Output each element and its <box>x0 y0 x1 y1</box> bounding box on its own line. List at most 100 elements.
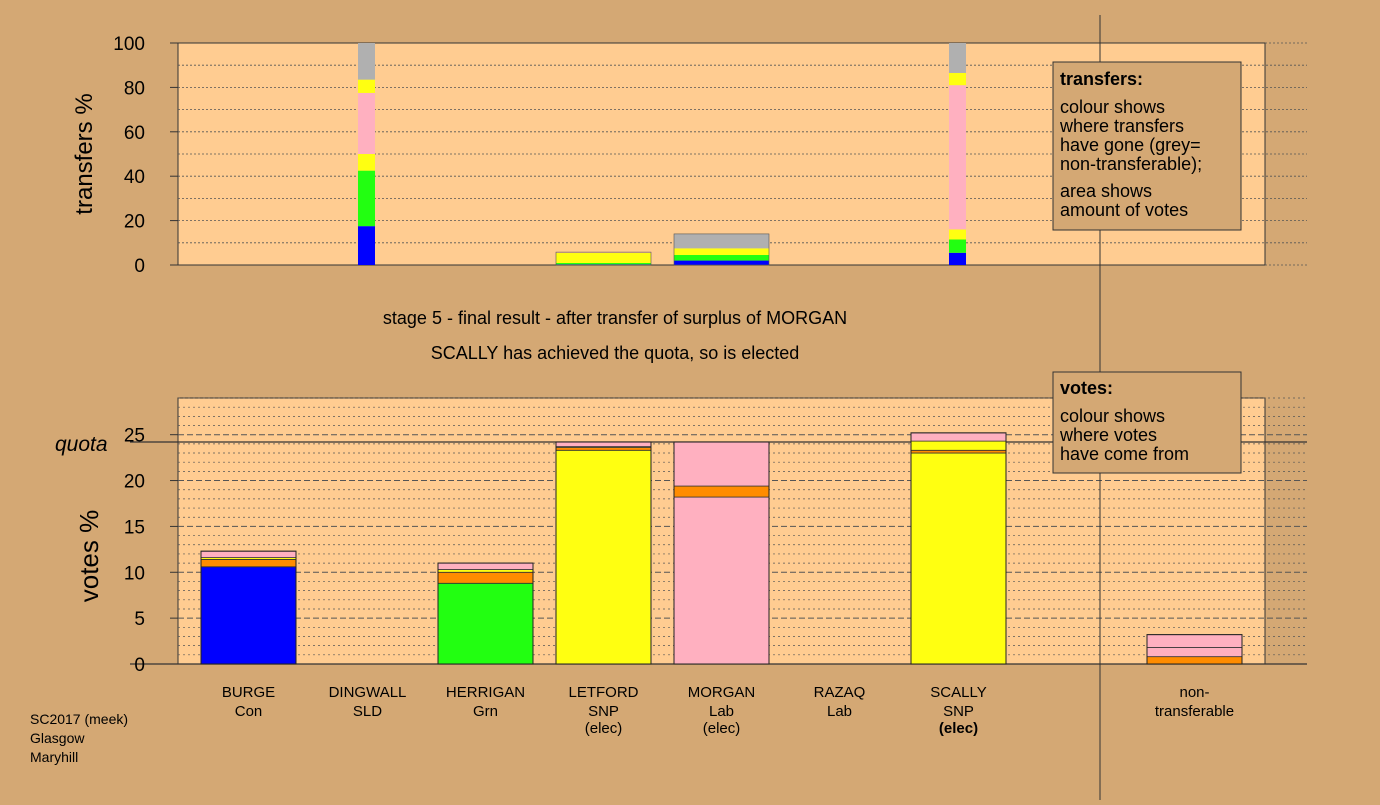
transfers-bar-segment <box>674 260 769 265</box>
transfers-tick-label: 0 <box>134 256 145 277</box>
transfers-y-axis-label: transfers % <box>71 93 98 214</box>
transfers-tick-label: 40 <box>124 167 145 188</box>
candidate-party: SNP <box>943 703 974 720</box>
candidate-party: Lab <box>709 703 734 720</box>
votes-tick-label: 10 <box>124 563 145 584</box>
transfers-legend: transfers: colour shows where transfers … <box>1052 61 1242 231</box>
transfers-legend-line: amount of votes <box>1060 200 1188 220</box>
votes-bar-segment <box>200 566 297 665</box>
candidate-name: HERRIGAN <box>446 684 525 701</box>
transfers-legend-line: non-transferable); <box>1060 154 1202 174</box>
transfers-tick-label: 20 <box>124 212 145 233</box>
votes-bar-segment <box>555 449 652 665</box>
transfers-y-ticks: 0 20 40 60 80 100 <box>113 34 178 277</box>
transfers-bar-segment <box>358 170 375 227</box>
candidate-name: DINGWALL <box>329 684 407 701</box>
candidate-name: transferable <box>1155 703 1234 720</box>
candidate-name: RAZAQ <box>814 684 866 701</box>
votes-bar-segment <box>910 449 1007 454</box>
votes-bar-outline <box>437 562 534 665</box>
votes-bar-segment <box>1146 634 1243 648</box>
transfers-tick-label: 100 <box>113 34 145 55</box>
candidate-party: Con <box>235 703 263 720</box>
votes-bar-outline <box>673 441 770 665</box>
votes-bar-outline <box>1146 634 1243 665</box>
votes-tick-label: 5 <box>134 609 145 630</box>
transfers-bar-segment <box>949 252 966 265</box>
candidate-party: Lab <box>827 703 852 720</box>
votes-bar-segment <box>910 452 1007 665</box>
transfers-bar-segment <box>556 264 651 265</box>
transfers-bar-segment <box>556 263 651 265</box>
transfers-bar-segment <box>949 85 966 230</box>
votes-bar-segment <box>1146 647 1243 658</box>
transfers-bar-segment <box>949 43 966 73</box>
votes-bar-segment <box>555 441 652 448</box>
votes-legend-line: where votes <box>1059 425 1157 445</box>
votes-bar-segment <box>437 562 534 570</box>
transfers-tick-label: 80 <box>124 78 145 99</box>
votes-tick-label: 0 <box>134 655 145 676</box>
transfers-bar-segment <box>674 233 769 249</box>
votes-bar-segment <box>437 582 534 665</box>
votes-bar-segment <box>437 571 534 584</box>
transfers-legend-line: colour shows <box>1060 97 1165 117</box>
candidate-name: SCALLY <box>930 684 986 701</box>
votes-chart: 0 5 10 15 20 25 quota votes % BURGE Con DINGWALL… <box>55 397 1307 737</box>
votes-legend: votes: colour shows where votes have com… <box>1052 371 1242 474</box>
transfers-bar-segment <box>674 255 769 261</box>
votes-bar-segment <box>910 440 1007 451</box>
votes-bar-segment <box>200 559 297 568</box>
candidate-status: (elec) <box>703 720 741 737</box>
transfers-bar-segment <box>556 252 651 253</box>
footer-line: Maryhill <box>30 749 78 765</box>
transfers-legend-line: have gone (grey= <box>1060 135 1201 155</box>
transfers-bar-outline <box>555 251 652 266</box>
votes-bar-segment <box>200 550 297 559</box>
transfers-bar-outline <box>673 233 770 266</box>
transfers-bar-segment <box>556 252 651 264</box>
votes-legend-title: votes: <box>1060 378 1113 398</box>
transfers-bar-segment <box>949 72 966 86</box>
votes-tick-label: 15 <box>124 517 145 538</box>
transfers-bars <box>358 43 966 266</box>
votes-legend-line: have come from <box>1060 444 1189 464</box>
votes-bar-outline <box>910 432 1007 665</box>
votes-legend-box <box>1052 371 1242 474</box>
quota-label: quota <box>55 433 108 456</box>
votes-bars <box>200 432 1243 665</box>
transfers-legend-line: area shows <box>1060 181 1152 201</box>
votes-bar-segment <box>910 432 1007 442</box>
transfers-bar-segment <box>358 43 375 80</box>
footer-caption: SC2017 (meek) Glasgow Maryhill <box>30 711 128 765</box>
transfers-legend-line: where transfers <box>1059 116 1184 136</box>
candidate-labels: BURGE Con DINGWALL SLD HERRIGAN Grn LETFORD SNP… <box>222 684 1234 737</box>
candidate-status: (elec) <box>585 720 623 737</box>
votes-y-ticks: 0 5 10 15 20 25 quota <box>55 426 178 676</box>
candidate-name: MORGAN <box>688 684 756 701</box>
candidate-name: LETFORD <box>568 684 638 701</box>
transfers-bar-segment <box>949 229 966 240</box>
votes-bar-outline <box>555 441 652 665</box>
votes-y-axis-label: votes % <box>74 510 104 603</box>
votes-legend-line: colour shows <box>1060 406 1165 426</box>
votes-tick-label: 20 <box>124 472 145 493</box>
stage-subtitle: SCALLY has achieved the quota, so is ele… <box>431 343 800 363</box>
transfers-bar-segment <box>358 154 375 171</box>
transfers-bar-segment <box>358 79 375 93</box>
transfers-legend-box <box>1052 61 1242 231</box>
candidate-party: SNP <box>588 703 619 720</box>
votes-bar-segment <box>437 569 534 573</box>
votes-bar-segment <box>1146 656 1243 665</box>
candidate-name: BURGE <box>222 684 275 701</box>
candidate-party: Grn <box>473 703 498 720</box>
candidate-party: SLD <box>353 703 382 720</box>
footer-line: SC2017 (meek) <box>30 711 128 727</box>
footer-line: Glasgow <box>30 730 85 746</box>
votes-bar-segment <box>673 485 770 498</box>
transfers-bar-segment <box>674 248 769 256</box>
transfers-tick-label: 60 <box>124 123 145 144</box>
votes-bar-outline <box>200 550 297 665</box>
